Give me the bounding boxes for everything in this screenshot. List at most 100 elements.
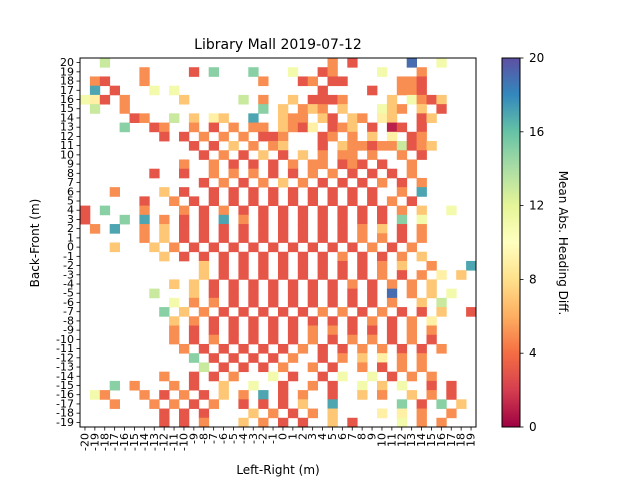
heatmap-cell (446, 205, 457, 216)
heatmap-cell (317, 205, 328, 216)
heatmap-cell (327, 279, 338, 290)
heatmap-cell (89, 76, 101, 87)
heatmap-cell (466, 307, 477, 317)
y-tick-label: -16 (56, 388, 74, 401)
heatmap-cell (169, 380, 180, 391)
y-tick-label: 18 (60, 75, 74, 88)
heatmap-cell (149, 288, 160, 299)
heatmap-cell (347, 58, 358, 68)
heatmap-cell (367, 279, 378, 290)
x-tick-label: 13 (405, 433, 418, 447)
heatmap-cell (396, 251, 408, 262)
heatmap-cell (297, 122, 309, 133)
heatmap-cell (297, 150, 309, 160)
heatmap-cell (406, 325, 417, 336)
heatmap-cell (258, 362, 269, 373)
heatmap-cell (139, 196, 150, 207)
heatmap-cell (347, 113, 358, 123)
x-tick-label: -16 (118, 433, 131, 451)
heatmap-cell (367, 371, 378, 382)
heatmap-cell (278, 131, 289, 142)
heatmap-cell (238, 417, 249, 428)
heatmap-cell (248, 297, 259, 308)
heatmap-cell (208, 399, 219, 409)
heatmap-cell (297, 113, 309, 123)
heatmap-cell (327, 316, 338, 326)
heatmap-cell (317, 260, 328, 271)
heatmap-cell (337, 76, 348, 87)
heatmap-cell (327, 242, 338, 253)
heatmap-cell (367, 297, 378, 308)
heatmap-cell (297, 205, 309, 216)
heatmap-cell (337, 94, 348, 105)
heatmap-cell (238, 307, 249, 317)
x-tick-label: -1 (267, 433, 280, 444)
heatmap-cell (396, 150, 408, 160)
x-tick-label: -13 (148, 433, 161, 451)
heatmap-cell (337, 233, 348, 243)
heatmap-cell (169, 316, 180, 326)
heatmap-cell (238, 205, 249, 216)
heatmap-cell (218, 343, 229, 354)
heatmap-cell (169, 113, 180, 123)
heatmap-cell (337, 214, 348, 225)
heatmap-cell (208, 67, 219, 77)
heatmap-cell (327, 390, 338, 400)
heatmap-cell (367, 85, 378, 96)
heatmap-cell (317, 150, 328, 160)
heatmap-cell (307, 159, 318, 170)
heatmap-cell (327, 408, 338, 419)
heatmap-cell (89, 390, 101, 400)
heatmap-cell (327, 58, 338, 68)
heatmap-cell (188, 371, 200, 382)
heatmap-cell (169, 196, 180, 207)
heatmap-cell (188, 399, 200, 409)
heatmap-cell (367, 141, 378, 151)
y-tick-label: 11 (60, 139, 74, 152)
heatmap-cell (198, 224, 210, 234)
heatmap-cell (159, 251, 170, 262)
heatmap-cell (258, 343, 269, 354)
heatmap-cell (139, 233, 150, 243)
heatmap-cell (367, 288, 378, 299)
heatmap-cell (327, 288, 338, 299)
heatmap-cell (139, 224, 150, 234)
heatmap-cell (188, 279, 200, 290)
heatmap-cell (357, 177, 368, 188)
heatmap-cell (208, 297, 219, 308)
heatmap-cell (406, 131, 417, 142)
heatmap-cell (337, 371, 348, 382)
heatmap-cell (367, 242, 378, 253)
heatmap-cell (159, 408, 170, 419)
heatmap-cell (426, 316, 437, 326)
plot-frame (79, 57, 477, 428)
heatmap-cell (287, 187, 299, 197)
heatmap-cell (169, 334, 180, 345)
heatmap-cell (159, 417, 170, 428)
heatmap-cell (406, 85, 417, 96)
heatmap-cell (327, 417, 338, 428)
heatmap-cell (268, 159, 279, 170)
y-tick-label: -13 (56, 361, 74, 374)
heatmap-cell (347, 141, 358, 151)
y-tick-label: 9 (67, 158, 74, 171)
heatmap-cell (169, 325, 180, 336)
heatmap-cell (179, 131, 190, 142)
heatmap-cell (396, 408, 408, 419)
y-tick-label: -18 (56, 407, 74, 420)
y-tick-label: 5 (67, 194, 74, 207)
heatmap-cell (327, 196, 338, 207)
heatmap-cell (248, 242, 259, 253)
heatmap-cell (416, 131, 427, 142)
heatmap-cell (238, 399, 249, 409)
heatmap-cell (228, 187, 239, 197)
heatmap-cell (337, 251, 348, 262)
heatmap-cell (208, 334, 219, 345)
heatmap-cell (426, 94, 437, 105)
heatmap-cell (208, 325, 219, 336)
heatmap-cell (377, 353, 388, 363)
heatmap-cell (119, 214, 130, 225)
heatmap-cell (337, 159, 348, 170)
heatmap-cell (367, 334, 378, 345)
